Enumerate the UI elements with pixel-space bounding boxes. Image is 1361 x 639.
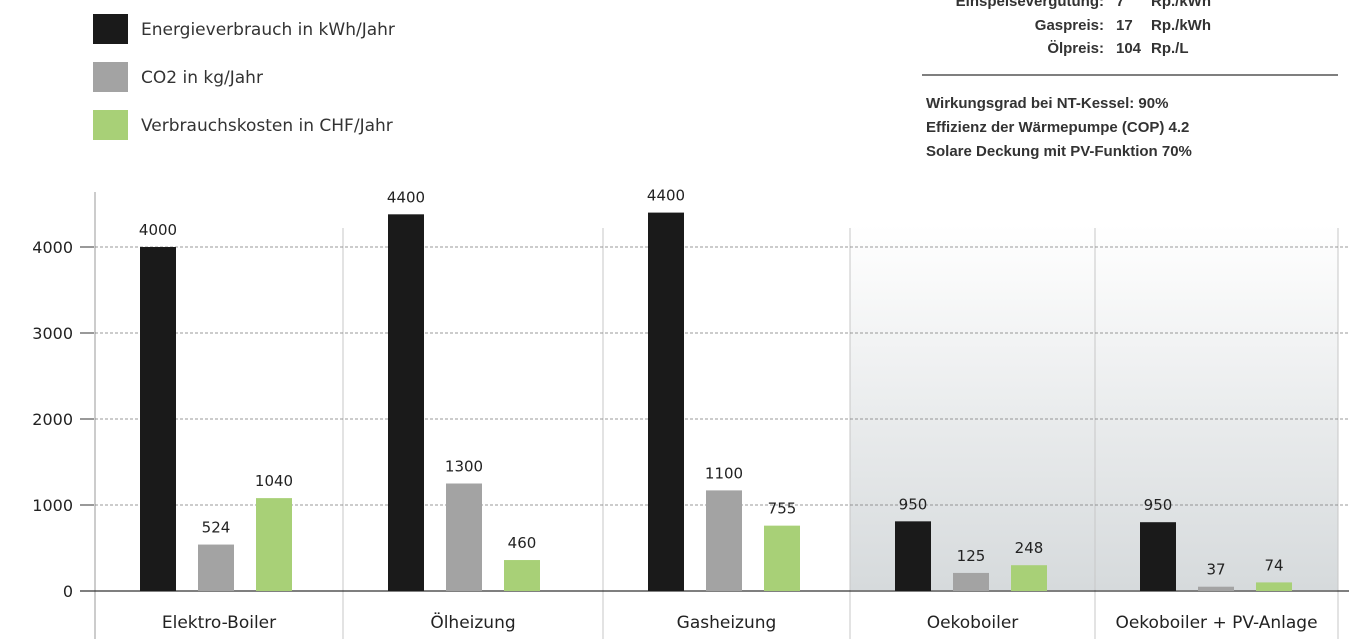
price-label-einspeisung: Einspeisevergütung: (956, 0, 1104, 10)
category-label: Ölheizung (430, 611, 515, 633)
category-label: Oekoboiler + PV-Anlage (1115, 613, 1317, 633)
value-label-energy: 950 (1144, 496, 1173, 514)
bar-energy (1140, 522, 1176, 591)
bar-co2 (953, 572, 989, 591)
legend-label-energy: Energieverbrauch in kWh/Jahr (141, 20, 395, 40)
value-label-costs: 248 (1015, 539, 1044, 557)
bar-costs (504, 560, 540, 591)
note-solar: Solare Deckung mit PV-Funktion 70% (926, 143, 1192, 160)
legend-label-costs: Verbrauchskosten in CHF/Jahr (141, 116, 393, 136)
value-label-energy: 4000 (139, 221, 177, 239)
y-tick-label: 1000 (32, 496, 73, 515)
value-label-costs: 1040 (255, 472, 293, 490)
legend-swatch-co2 (93, 62, 128, 92)
bar-energy (140, 247, 176, 591)
note-cop: Effizienz der Wärmepumpe (COP) 4.2 (926, 119, 1189, 136)
price-value-oil: 104 (1116, 40, 1142, 57)
value-label-co2: 37 (1206, 561, 1225, 579)
value-label-energy: 4400 (647, 187, 685, 205)
bar-co2 (706, 490, 742, 591)
legend-item-costs: Verbrauchskosten in CHF/Jahr (93, 110, 393, 140)
note-efficiency-nt: Wirkungsgrad bei NT-Kessel: 90% (926, 95, 1168, 112)
value-label-energy: 4400 (387, 188, 425, 206)
bar-energy (388, 214, 424, 591)
highlight-background (850, 225, 1338, 590)
bar-co2 (198, 544, 234, 591)
bars: 4000 524 1040 4400 1300 460 4400 1100 755 950 125 2… (139, 187, 1292, 591)
bar-costs (256, 498, 292, 591)
legend-swatch-costs (93, 110, 128, 140)
price-value-gas: 17 (1116, 17, 1133, 34)
price-unit-oil: Rp./L (1151, 40, 1189, 57)
info-block: Einspeisevergütung: 7 Rp./kWh Gaspreis: … (922, 0, 1338, 160)
bar-energy (648, 212, 684, 591)
legend-label-co2: CO2 in kg/Jahr (141, 68, 263, 88)
value-label-co2: 1100 (705, 464, 743, 482)
bar-costs (1256, 582, 1292, 591)
legend: Energieverbrauch in kWh/Jahr CO2 in kg/J… (93, 14, 395, 140)
legend-item-co2: CO2 in kg/Jahr (93, 62, 263, 92)
value-label-co2: 1300 (445, 458, 483, 476)
value-label-co2: 125 (957, 547, 986, 565)
x-axis: Elektro-Boiler Ölheizung Gasheizung Oekoboi… (162, 611, 1318, 633)
price-unit-einspeisung: Rp./kWh (1151, 0, 1211, 10)
value-label-costs: 755 (768, 500, 797, 518)
y-tick-label: 4000 (32, 238, 73, 257)
y-tick-label: 3000 (32, 324, 73, 343)
y-tick-label: 2000 (32, 410, 73, 429)
bar-energy (895, 521, 931, 591)
legend-swatch-energy (93, 14, 128, 44)
category-label: Oekoboiler (927, 613, 1019, 633)
price-unit-gas: Rp./kWh (1151, 17, 1211, 34)
bar-costs (1011, 565, 1047, 591)
category-label: Gasheizung (677, 613, 777, 633)
value-label-costs: 74 (1264, 556, 1283, 574)
price-label-gas: Gaspreis: (1035, 17, 1104, 34)
y-tick-label: 0 (63, 582, 73, 601)
value-label-co2: 524 (202, 519, 231, 537)
bar-costs (764, 525, 800, 591)
price-value-einspeisung: 7 (1116, 0, 1124, 10)
value-label-costs: 460 (508, 534, 537, 552)
value-label-energy: 950 (899, 495, 928, 513)
bar-co2 (1198, 586, 1234, 591)
category-label: Elektro-Boiler (162, 613, 276, 633)
legend-item-energy: Energieverbrauch in kWh/Jahr (93, 14, 395, 44)
bar-co2 (446, 483, 482, 591)
price-label-oil: Ölpreis: (1047, 40, 1104, 57)
